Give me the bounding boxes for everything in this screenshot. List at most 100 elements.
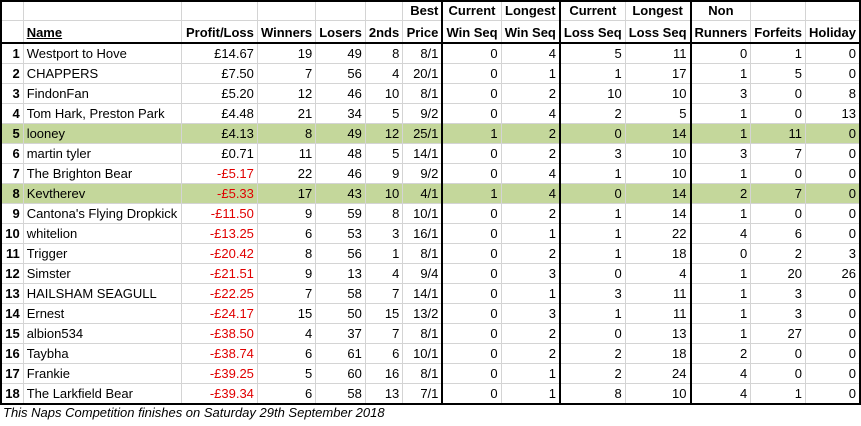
current-win-seq-cell[interactable]: 1 — [442, 123, 502, 144]
longest-win-seq-cell[interactable]: 3 — [501, 263, 561, 284]
current-win-seq-cell[interactable]: 0 — [442, 263, 502, 284]
seconds-cell[interactable]: 10 — [365, 183, 404, 204]
losers-cell[interactable]: 49 — [315, 123, 366, 144]
current-loss-seq-cell[interactable]: 3 — [559, 143, 626, 164]
player-name-cell[interactable]: Simster — [23, 263, 182, 284]
winners-cell[interactable]: 7 — [257, 63, 317, 84]
longest-win-seq-cell[interactable]: 4 — [501, 183, 561, 204]
non-runners-cell[interactable]: 1 — [690, 203, 752, 224]
best-price-cell[interactable]: 14/1 — [402, 283, 444, 304]
winners-cell[interactable]: 5 — [257, 363, 317, 384]
non-runners-cell[interactable]: 1 — [690, 123, 752, 144]
longest-loss-seq-cell[interactable]: 5 — [625, 103, 692, 124]
longest-win-seq-cell[interactable]: 4 — [501, 163, 561, 184]
longest-win-seq-cell[interactable]: 4 — [501, 43, 561, 64]
forfeits-cell[interactable]: 7 — [750, 143, 806, 164]
seconds-cell[interactable]: 5 — [365, 103, 404, 124]
position-cell[interactable]: 11 — [0, 243, 24, 264]
seconds-cell[interactable]: 15 — [365, 303, 404, 324]
player-name-cell[interactable]: albion534 — [23, 323, 182, 344]
winners-cell[interactable]: 8 — [257, 123, 317, 144]
longest-win-seq-cell[interactable]: 2 — [501, 343, 561, 364]
holiday-cell[interactable]: 0 — [805, 283, 861, 304]
losers-cell[interactable]: 48 — [315, 143, 366, 164]
losers-cell[interactable]: 50 — [315, 303, 366, 324]
position-cell[interactable]: 17 — [0, 363, 24, 384]
holiday-cell[interactable]: 0 — [805, 303, 861, 324]
profit-loss-cell[interactable]: -£38.50 — [181, 323, 258, 344]
longest-loss-seq-cell[interactable]: 14 — [625, 123, 692, 144]
current-win-seq-cell[interactable]: 0 — [442, 103, 502, 124]
position-cell[interactable]: 12 — [0, 263, 24, 284]
holiday-cell[interactable]: 0 — [805, 323, 861, 344]
winners-cell[interactable]: 22 — [257, 163, 317, 184]
winners-cell[interactable]: 6 — [257, 223, 317, 244]
best-price-cell[interactable]: 8/1 — [402, 43, 444, 64]
current-win-seq-cell[interactable]: 0 — [442, 143, 502, 164]
non-runners-cell[interactable]: 1 — [690, 103, 752, 124]
non-runners-cell[interactable]: 4 — [690, 363, 752, 384]
holiday-cell[interactable]: 0 — [805, 183, 861, 204]
longest-loss-seq-cell[interactable]: 4 — [625, 263, 692, 284]
current-loss-seq-cell[interactable]: 1 — [559, 303, 626, 324]
non-runners-cell[interactable]: 1 — [690, 283, 752, 304]
player-name-cell[interactable]: martin tyler — [23, 143, 182, 164]
winners-cell[interactable]: 9 — [257, 203, 317, 224]
losers-cell[interactable]: 58 — [315, 383, 366, 405]
forfeits-cell[interactable]: 0 — [750, 363, 806, 384]
holiday-cell[interactable]: 0 — [805, 143, 861, 164]
current-loss-seq-cell[interactable]: 0 — [559, 323, 626, 344]
holiday-cell[interactable]: 13 — [805, 103, 861, 124]
best-price-cell[interactable]: 7/1 — [402, 383, 444, 405]
losers-cell[interactable]: 43 — [315, 183, 366, 204]
winners-cell[interactable]: 12 — [257, 83, 317, 104]
profit-loss-cell[interactable]: -£38.74 — [181, 343, 258, 364]
forfeits-cell[interactable]: 0 — [750, 343, 806, 364]
winners-cell[interactable]: 19 — [257, 43, 317, 64]
forfeits-cell[interactable]: 7 — [750, 183, 806, 204]
player-name-cell[interactable]: Cantona's Flying Dropkick — [23, 203, 182, 224]
current-loss-seq-cell[interactable]: 0 — [559, 123, 626, 144]
longest-loss-seq-cell[interactable]: 10 — [625, 383, 692, 405]
profit-loss-cell[interactable]: £4.48 — [181, 103, 258, 124]
longest-win-seq-cell[interactable]: 2 — [501, 143, 561, 164]
position-cell[interactable]: 5 — [0, 123, 24, 144]
losers-cell[interactable]: 60 — [315, 363, 366, 384]
holiday-cell[interactable]: 0 — [805, 63, 861, 84]
best-price-cell[interactable]: 20/1 — [402, 63, 444, 84]
holiday-cell[interactable]: 0 — [805, 343, 861, 364]
position-cell[interactable]: 10 — [0, 223, 24, 244]
profit-loss-cell[interactable]: -£5.17 — [181, 163, 258, 184]
player-name-cell[interactable]: The Larkfield Bear — [23, 383, 182, 405]
position-cell[interactable]: 13 — [0, 283, 24, 304]
winners-cell[interactable]: 6 — [257, 343, 317, 364]
position-cell[interactable]: 2 — [0, 63, 24, 84]
current-loss-seq-cell[interactable]: 0 — [559, 183, 626, 204]
longest-loss-seq-cell[interactable]: 10 — [625, 163, 692, 184]
winners-cell[interactable]: 4 — [257, 323, 317, 344]
position-cell[interactable]: 18 — [0, 383, 24, 405]
longest-loss-seq-cell[interactable]: 14 — [625, 183, 692, 204]
holiday-cell[interactable]: 8 — [805, 83, 861, 104]
losers-cell[interactable]: 53 — [315, 223, 366, 244]
current-loss-seq-cell[interactable]: 3 — [559, 283, 626, 304]
forfeits-cell[interactable]: 1 — [750, 43, 806, 64]
forfeits-cell[interactable]: 1 — [750, 383, 806, 405]
player-name-cell[interactable]: CHAPPERS — [23, 63, 182, 84]
profit-loss-cell[interactable]: £7.50 — [181, 63, 258, 84]
seconds-cell[interactable]: 10 — [365, 83, 404, 104]
longest-loss-seq-cell[interactable]: 11 — [625, 43, 692, 64]
current-loss-seq-cell[interactable]: 1 — [559, 243, 626, 264]
player-name-cell[interactable]: Tom Hark, Preston Park — [23, 103, 182, 124]
current-win-seq-cell[interactable]: 0 — [442, 383, 502, 405]
current-win-seq-cell[interactable]: 0 — [442, 323, 502, 344]
seconds-cell[interactable]: 9 — [365, 163, 404, 184]
current-loss-seq-cell[interactable]: 1 — [559, 203, 626, 224]
position-cell[interactable]: 4 — [0, 103, 24, 124]
holiday-cell[interactable]: 0 — [805, 363, 861, 384]
losers-cell[interactable]: 13 — [315, 263, 366, 284]
best-price-cell[interactable]: 8/1 — [402, 243, 444, 264]
current-win-seq-cell[interactable]: 0 — [442, 63, 502, 84]
current-win-seq-cell[interactable]: 0 — [442, 303, 502, 324]
winners-cell[interactable]: 6 — [257, 383, 317, 405]
